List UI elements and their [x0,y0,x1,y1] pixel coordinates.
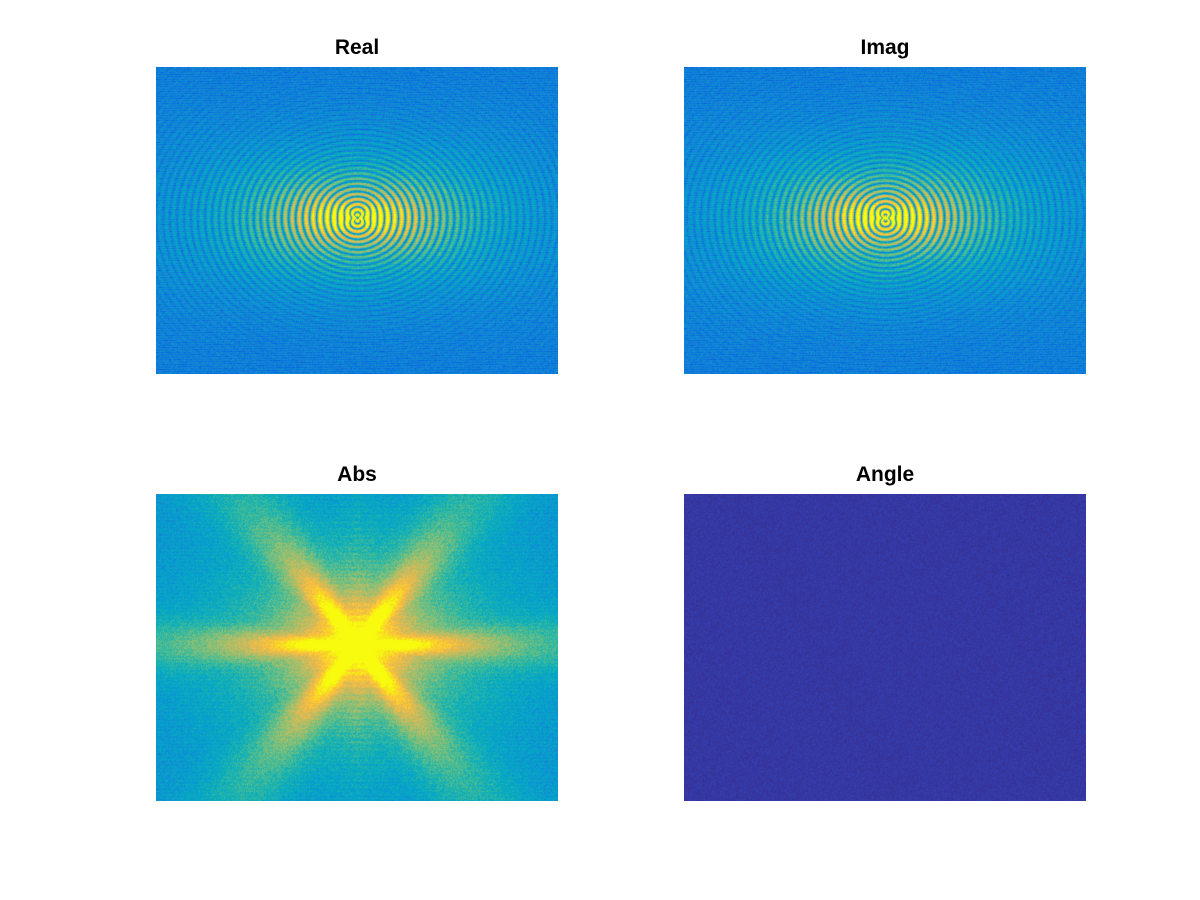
heatmap-imag [684,67,1086,374]
heatmap-angle [684,494,1086,801]
subplot-abs: Abs [156,463,558,803]
subplot-real: Real [156,36,558,376]
subplot-angle: Angle [684,463,1086,803]
subplot-title-real: Real [334,36,380,59]
subplot-imag: Imag [684,36,1086,376]
subplot-title-angle: Angle [855,463,915,486]
subplot-title-imag: Imag [860,36,910,59]
heatmap-abs [156,494,558,801]
heatmap-real [156,67,558,374]
subplot-title-abs: Abs [337,463,377,486]
